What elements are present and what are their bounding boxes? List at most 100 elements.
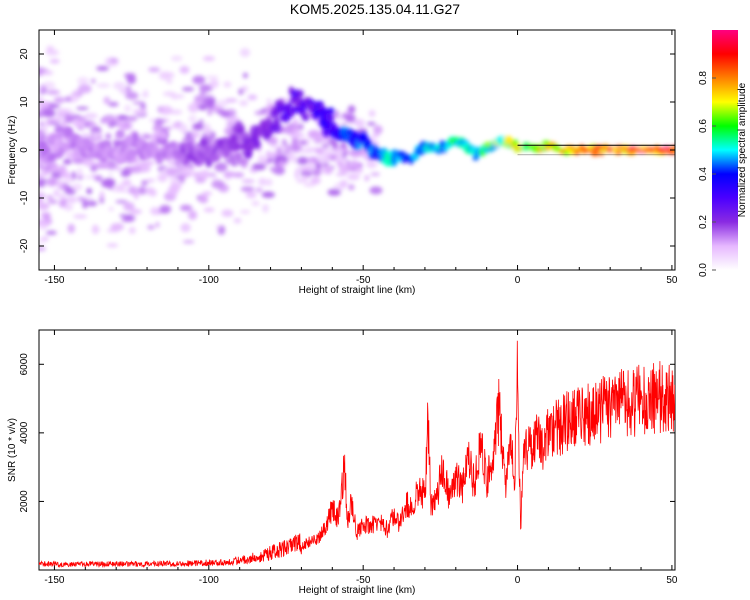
- heatmap-ridge-cell: [132, 148, 142, 156]
- heatmap-noise-cell: [187, 103, 199, 113]
- heatmap-ridge-cell: [325, 112, 334, 123]
- heatmap-noise-cell: [115, 200, 128, 204]
- heatmap-noise-cell: [53, 189, 60, 198]
- heatmap-noise-cell: [91, 126, 101, 131]
- heatmap-noise-cell: [71, 183, 83, 191]
- heatmap-noise-cell: [214, 162, 228, 172]
- heatmap-noise-cell: [39, 136, 46, 140]
- heatmap-noise-cell: [132, 101, 146, 105]
- heatmap-noise: [39, 45, 384, 252]
- heatmap-ridge-cell: [296, 89, 304, 98]
- heatmap-noise-cell: [157, 173, 168, 183]
- heatmap-noise-cell: [347, 173, 360, 181]
- heatmap-noise-cell: [155, 119, 167, 123]
- heatmap-noise-cell: [198, 119, 204, 124]
- heatmap-noise-cell: [282, 126, 294, 135]
- heatmap-noise-cell: [121, 218, 135, 223]
- heatmap-noise-cell: [267, 157, 274, 163]
- heatmap-noise-cell: [42, 235, 49, 242]
- heatmap-noise-cell: [43, 108, 56, 118]
- snr-y-tick-label: 4000: [19, 421, 30, 444]
- heatmap-ridge-cell: [165, 151, 172, 161]
- heatmap-noise-cell: [84, 112, 98, 119]
- heatmap-noise-cell: [241, 159, 248, 169]
- heatmap-noise-cell: [274, 154, 288, 165]
- heatmap-ridge-cell: [542, 140, 551, 146]
- heatmap-ridge-cell: [113, 149, 119, 158]
- heatmap-noise-cell: [181, 86, 195, 92]
- heatmap-noise-cell: [257, 155, 267, 165]
- heatmap-ridge-cell: [72, 147, 79, 160]
- heatmap-noise-cell: [53, 96, 65, 104]
- heatmap-noise-cell: [82, 133, 89, 138]
- heatmap-noise-cell: [76, 116, 87, 122]
- heatmap-noise-cell: [349, 150, 363, 158]
- heatmap-noise-cell: [356, 167, 363, 174]
- heatmap-ridge-cell: [64, 126, 73, 139]
- heatmap-noise-cell: [118, 88, 129, 93]
- heatmap-ridge-cell: [155, 156, 164, 165]
- heatmap-noise-cell: [55, 179, 63, 187]
- snr-y-tick-label: 2000: [19, 490, 30, 513]
- snr-x-axis-label: Height of straight line (km): [299, 585, 416, 596]
- heatmap-noise-cell: [145, 187, 155, 193]
- heatmap-noise-cell: [64, 113, 74, 124]
- heatmap-noise-cell: [155, 221, 160, 228]
- heatmap-noise-cell: [86, 187, 93, 195]
- heatmap-noise-cell: [218, 109, 229, 117]
- heatmap-noise-cell: [211, 176, 218, 180]
- heatmap-ridge-cell: [301, 114, 310, 122]
- heatmap-noise-cell: [64, 97, 72, 102]
- heatmap-ridge-cell: [250, 141, 256, 150]
- heatmap-y-axis-label: Frequency (Hz): [7, 116, 18, 185]
- heatmap-noise-cell: [182, 240, 195, 244]
- heatmap-noise-cell: [82, 199, 89, 209]
- heatmap-noise-cell: [124, 104, 132, 113]
- heatmap-noise-cell: [251, 200, 260, 206]
- heatmap-ridge-cell: [671, 145, 675, 149]
- heatmap-noise-cell: [239, 48, 251, 58]
- heatmap-noise-cell: [39, 190, 44, 197]
- heatmap-noise-cell: [147, 224, 155, 230]
- heatmap-noise-cell: [57, 185, 68, 190]
- heatmap-noise-cell: [113, 81, 126, 90]
- heatmap-noise-cell: [94, 175, 103, 182]
- heatmap-noise-cell: [180, 223, 191, 233]
- heatmap-ridge-cell: [627, 151, 636, 156]
- heatmap-noise-cell: [223, 171, 236, 178]
- heatmap-noise-cell: [207, 109, 213, 116]
- heatmap-noise-cell: [77, 167, 83, 175]
- heatmap-ridge-cell: [41, 145, 49, 157]
- heatmap-noise-cell: [337, 149, 344, 157]
- heatmap-noise-cell: [166, 79, 173, 84]
- heatmap-noise-cell: [301, 165, 312, 172]
- heatmap-noise-cell: [46, 45, 55, 52]
- heatmap-noise-cell: [58, 192, 66, 201]
- heatmap-noise-cell: [50, 104, 61, 109]
- heatmap-noise-cell: [149, 118, 154, 122]
- heatmap-noise-cell: [223, 81, 232, 88]
- heatmap-noise-cell: [291, 145, 303, 151]
- snr-series-line: [39, 340, 675, 569]
- heatmap-noise-cell: [90, 165, 98, 172]
- heatmap-noise-cell: [122, 179, 132, 187]
- heatmap-noise-cell: [141, 160, 155, 166]
- heatmap-noise-cell: [123, 119, 129, 129]
- heatmap-noise-cell: [225, 157, 238, 164]
- heatmap-noise-cell: [50, 116, 62, 123]
- snr-x-tick-label: -150: [44, 575, 64, 586]
- heatmap-noise-cell: [247, 94, 258, 101]
- heatmap-noise-cell: [116, 183, 126, 192]
- heatmap-noise-cell: [200, 169, 210, 180]
- heatmap-noise-cell: [202, 55, 215, 62]
- heatmap-ridge-cell: [57, 130, 64, 139]
- heatmap-noise-cell: [225, 115, 239, 122]
- heatmap-noise-cell: [348, 184, 355, 191]
- heatmap-noise-cell: [354, 118, 365, 128]
- colorbar-tick-label: 0.0: [698, 263, 709, 277]
- heatmap-noise-cell: [241, 179, 255, 184]
- heatmap-noise-cell: [96, 65, 110, 72]
- heatmap-ridge-cell: [48, 152, 56, 163]
- heatmap-noise-cell: [345, 114, 356, 123]
- heatmap-x-tick-label: 50: [666, 275, 678, 286]
